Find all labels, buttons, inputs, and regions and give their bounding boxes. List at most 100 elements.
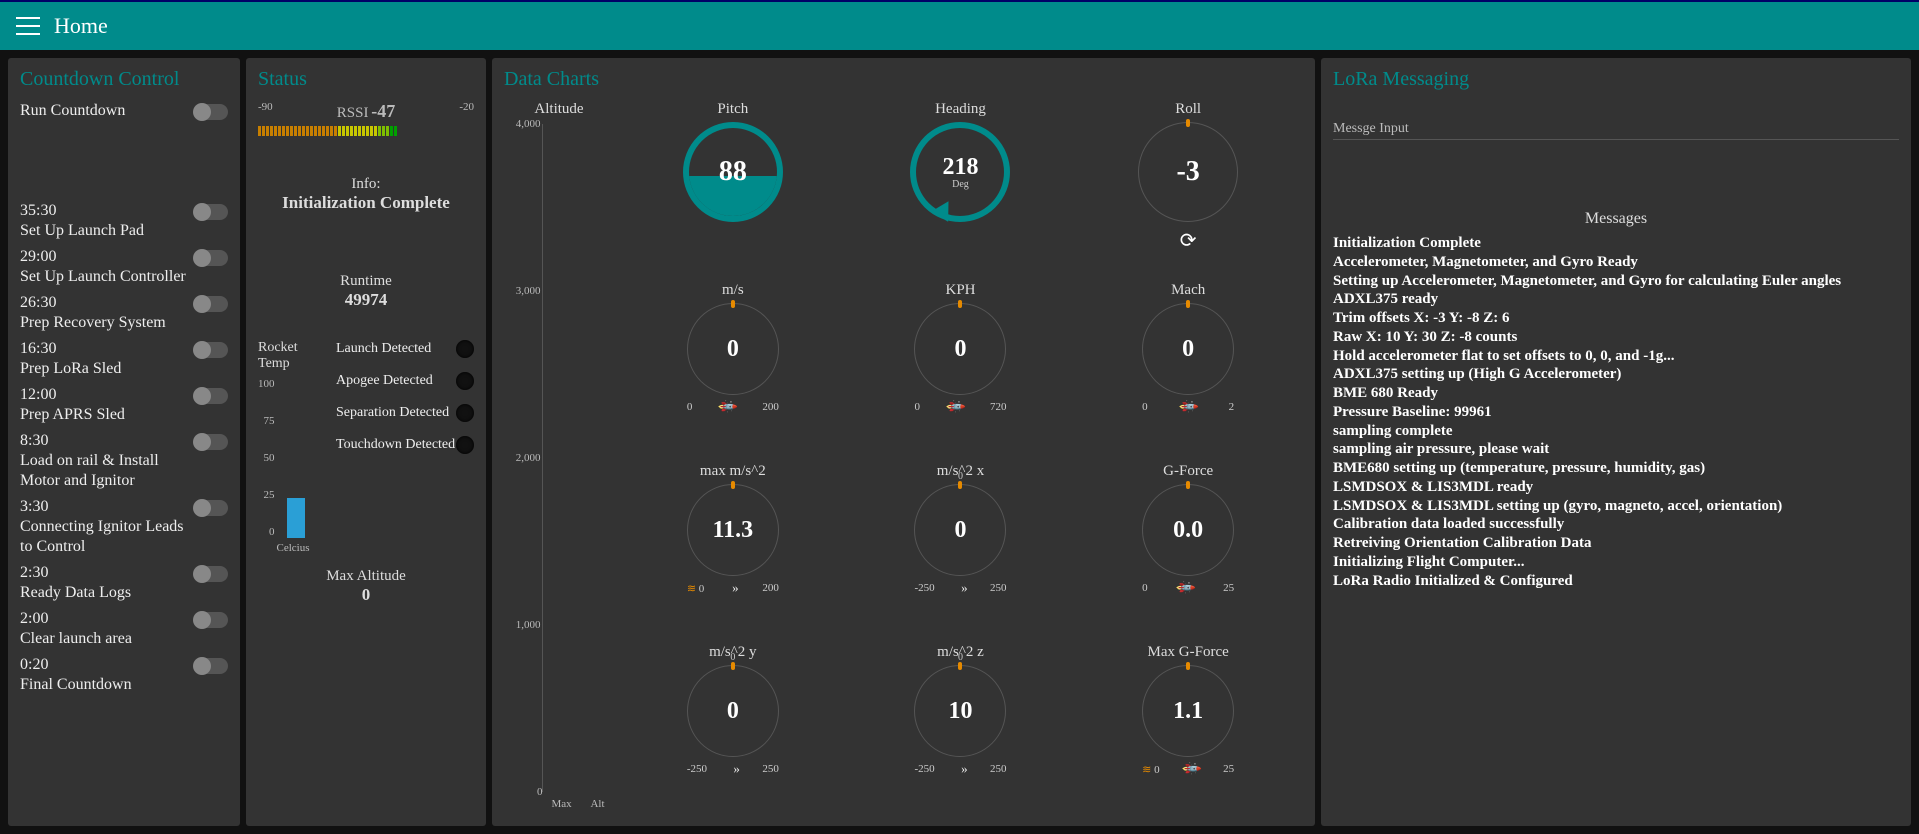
rocket-icon: 🚀 [1177, 396, 1200, 419]
max-alt-value: 0 [258, 585, 474, 605]
detection-label: Touchdown Detected [336, 437, 455, 453]
message-line: Calibration data loaded successfully [1333, 515, 1899, 534]
countdown-toggle[interactable] [194, 204, 228, 220]
gauge-m-s: m/s 0 0 🚀 200 [624, 282, 842, 457]
chevrons-icon: » [961, 761, 964, 776]
gauge-label: Roll [1175, 101, 1201, 118]
message-line: Trim offsets X: -3 Y: -8 Z: 6 [1333, 309, 1899, 328]
gauge-max-m-s-2: max m/s^2 11.3 ≋ 0 » 200 [624, 463, 842, 638]
countdown-item: 29:00 Set Up Launch Controller [20, 247, 228, 287]
gauge-scale: 0 🚀 2 [1142, 399, 1234, 415]
temp-bar [287, 498, 305, 538]
gauge-value: 10 [948, 698, 972, 725]
detection-led [456, 404, 474, 422]
gauge-label: Heading [935, 101, 986, 118]
main-content: Countdown Control Run Countdown 35:30 Se… [0, 50, 1919, 834]
charts-panel: Data Charts Altitude 4,0003,0002,0001,00… [492, 58, 1315, 826]
countdown-desc: Connecting Ignitor Leads to Control [20, 517, 186, 557]
countdown-desc: Final Countdown [20, 675, 186, 695]
info-value: Initialization Complete [258, 193, 474, 213]
message-line: LSMDSOX & LIS3MDL ready [1333, 478, 1899, 497]
lora-title: LoRa Messaging [1333, 68, 1899, 91]
countdown-desc: Ready Data Logs [20, 583, 186, 603]
alt-tick: 4,000 [516, 118, 541, 130]
altitude-chart: Altitude 4,0003,0002,0001,0000 Max Alt [504, 101, 614, 819]
gauge-label: Max G-Force [1148, 644, 1229, 661]
countdown-desc: Set Up Launch Pad [20, 221, 186, 241]
detection-led [456, 372, 474, 390]
gauge-ring: 0 [687, 303, 779, 395]
countdown-time: 8:30 [20, 431, 186, 451]
max-alt-label: Max Altitude [258, 568, 474, 585]
countdown-item: 0:20 Final Countdown [20, 655, 228, 695]
message-line: ADXL375 setting up (High G Accelerometer… [1333, 365, 1899, 384]
countdown-item: 3:30 Connecting Ignitor Leads to Control [20, 497, 228, 557]
gauge-ring: 0 0 [914, 484, 1006, 576]
messages-list: Initialization CompleteAccelerometer, Ma… [1333, 234, 1899, 590]
detection-row: Apogee Detected [336, 372, 474, 390]
gauge-scale: 0 🚀 200 [687, 399, 779, 415]
countdown-toggle[interactable] [194, 566, 228, 582]
detection-led [456, 436, 474, 454]
message-input[interactable]: Messge Input [1333, 121, 1899, 140]
countdown-toggle[interactable] [194, 388, 228, 404]
rocket-icon: 🚀 [944, 396, 967, 419]
gauge-scale: 0 🚀 25 [1142, 580, 1234, 596]
refresh-icon[interactable]: ⟳ [1180, 228, 1197, 253]
altitude-title: Altitude [504, 101, 614, 118]
gauge-value: 0 [1182, 336, 1194, 363]
run-countdown-toggle[interactable] [194, 104, 228, 120]
countdown-time: 12:00 [20, 385, 186, 405]
countdown-toggle[interactable] [194, 500, 228, 516]
rssi-label: RSSI [337, 105, 369, 121]
menu-icon[interactable] [16, 17, 40, 35]
rocket-icon: 🚀 [1174, 577, 1197, 600]
countdown-desc: Set Up Launch Controller [20, 267, 186, 287]
charts-title: Data Charts [504, 68, 1303, 91]
gauge-m-s-2-z: m/s^2 z 0 10 -250 » 250 [852, 644, 1070, 819]
countdown-time: 26:30 [20, 293, 186, 313]
countdown-item: 35:30 Set Up Launch Pad [20, 201, 228, 241]
gauge-label: G-Force [1163, 463, 1213, 480]
message-line: sampling complete [1333, 422, 1899, 441]
gauge-value: 11.3 [712, 517, 753, 544]
gauge-value: 0 [954, 517, 966, 544]
gauge-m-s-2-x: m/s^2 x 0 0 -250 » 250 [852, 463, 1070, 638]
gauge-scale: ≋ 0 » 200 [687, 580, 779, 596]
gauge-kph: KPH 0 0 🚀 720 [852, 282, 1070, 457]
chevrons-icon: » [732, 580, 735, 595]
gauge-ring: 0 10 [914, 665, 1006, 757]
rssi-block: -90 RSSI -47 -20 [258, 101, 474, 136]
countdown-desc: Prep APRS Sled [20, 405, 186, 425]
gauge-label: Mach [1171, 282, 1205, 299]
countdown-toggle[interactable] [194, 434, 228, 450]
countdown-toggle[interactable] [194, 342, 228, 358]
countdown-toggle[interactable] [194, 296, 228, 312]
countdown-toggle[interactable] [194, 658, 228, 674]
message-line: Retreiving Orientation Calibration Data [1333, 534, 1899, 553]
message-line: BME 680 Ready [1333, 384, 1899, 403]
gauge-scale: -250 » 250 [914, 580, 1006, 596]
detection-row: Launch Detected [336, 340, 474, 358]
temp-chart: Rocket Temp 100 75 50 25 0 Celcius [258, 340, 328, 554]
spring-icon: ≋ [1142, 764, 1151, 776]
rssi-max: -20 [459, 101, 474, 122]
run-countdown-label: Run Countdown [20, 101, 194, 121]
countdown-toggle[interactable] [194, 612, 228, 628]
countdown-desc: Prep Recovery System [20, 313, 186, 333]
countdown-item: 16:30 Prep LoRa Sled [20, 339, 228, 379]
gauge-label: m/s [722, 282, 744, 299]
runtime-label: Runtime [258, 273, 474, 290]
message-line: Setting up Accelerometer, Magnetometer, … [1333, 272, 1899, 291]
countdown-toggle[interactable] [194, 250, 228, 266]
top-bar: Home [0, 0, 1919, 50]
rssi-bar [258, 126, 474, 136]
countdown-item: 2:30 Ready Data Logs [20, 563, 228, 603]
gauge-ring: 11.3 [687, 484, 779, 576]
message-line: Initializing Flight Computer... [1333, 553, 1899, 572]
status-panel: Status -90 RSSI -47 -20 Info: Initializa… [246, 58, 486, 826]
gauge-value: 0 [727, 698, 739, 725]
gauge-label: max m/s^2 [700, 463, 766, 480]
countdown-item: 12:00 Prep APRS Sled [20, 385, 228, 425]
chevrons-icon: » [733, 761, 736, 776]
